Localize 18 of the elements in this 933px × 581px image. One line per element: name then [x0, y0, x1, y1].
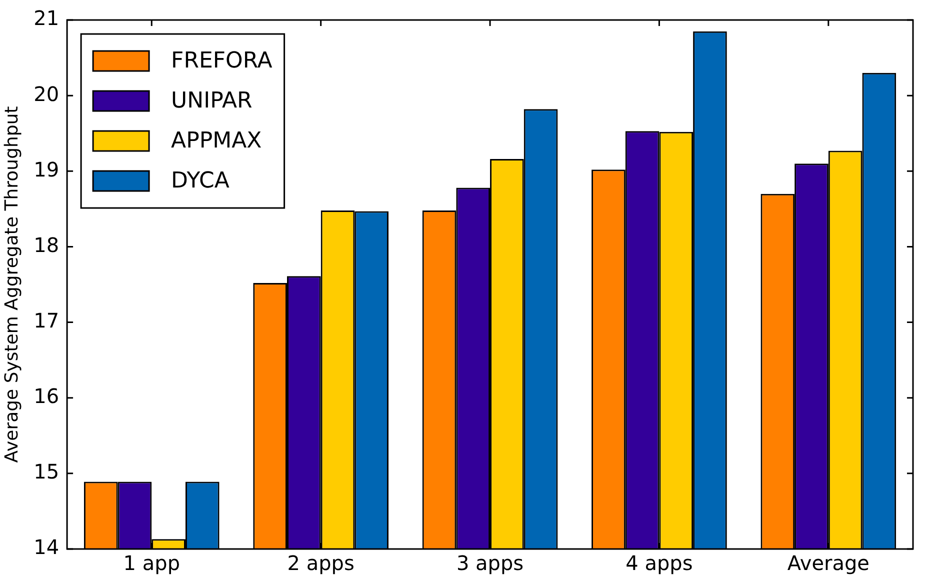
- x-tick-label: 4 apps: [626, 551, 693, 576]
- y-tick-label: 14: [34, 535, 60, 560]
- legend-label: UNIPAR: [171, 88, 252, 114]
- y-tick-label: 15: [34, 460, 60, 484]
- x-tick-label: 1 app: [123, 551, 180, 576]
- y-tick-label: 17: [34, 308, 60, 332]
- y-tick-label: 16: [34, 384, 60, 408]
- y-axis-title: Average System Aggregate Throughput: [1, 106, 22, 463]
- legend-label: DYCA: [171, 168, 230, 194]
- x-tick-label: 2 apps: [287, 551, 354, 576]
- y-tick-label: 21: [34, 6, 60, 30]
- legend-label: FREFORA: [171, 48, 272, 74]
- y-tick-label: 20: [34, 82, 60, 106]
- legend-label: APPMAX: [171, 128, 262, 154]
- y-tick-label: 18: [34, 232, 60, 257]
- x-tick-label: Average: [787, 551, 870, 576]
- y-tick-label: 19: [34, 157, 60, 182]
- x-tick-label: 3 apps: [456, 551, 524, 576]
